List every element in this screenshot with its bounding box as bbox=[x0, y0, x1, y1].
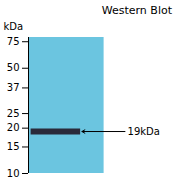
svg-text:75: 75 bbox=[7, 36, 20, 47]
svg-text:50: 50 bbox=[7, 62, 20, 73]
html-text:Western Blot: Western Blot bbox=[101, 4, 172, 17]
svg-text:19kDa: 19kDa bbox=[128, 126, 160, 137]
svg-text:25: 25 bbox=[7, 108, 20, 119]
svg-text:15: 15 bbox=[7, 141, 20, 152]
svg-text:10: 10 bbox=[7, 168, 20, 179]
svg-text:kDa: kDa bbox=[4, 21, 24, 32]
svg-text:20: 20 bbox=[7, 122, 20, 133]
svg-text:37: 37 bbox=[7, 82, 20, 93]
